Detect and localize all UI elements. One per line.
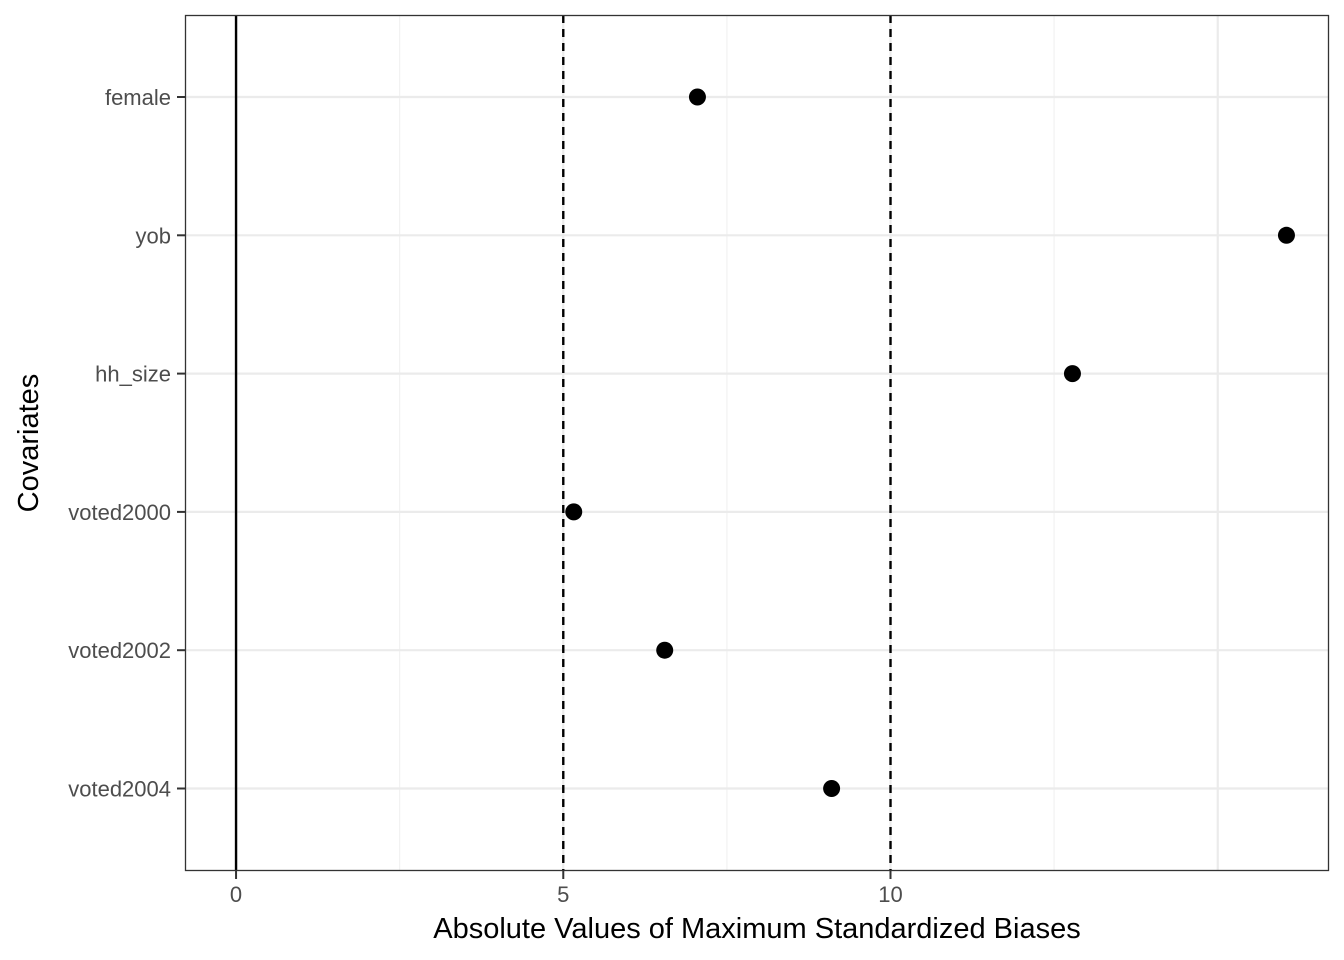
- panel-border: [184, 14, 1330, 872]
- data-points: [565, 88, 1295, 797]
- data-point: [823, 780, 841, 797]
- x-axis: 0 5 10: [230, 871, 903, 907]
- data-point: [1277, 226, 1295, 244]
- y-tick-label: hh_size: [95, 362, 171, 387]
- y-axis-title: Covariates: [13, 374, 45, 513]
- y-tick-label: yob: [136, 223, 171, 248]
- x-tick-label: 5: [557, 882, 569, 907]
- x-axis-title: Absolute Values of Maximum Standardized …: [433, 913, 1080, 945]
- y-axis: female yob hh_size voted2000 voted2002 voted2…: [68, 85, 185, 802]
- minor-gridlines: [399, 15, 1055, 871]
- reference-lines: [234, 15, 892, 871]
- data-point: [656, 641, 674, 659]
- data-point: [565, 503, 583, 521]
- x-tick-label: 10: [878, 882, 902, 907]
- data-point: [1063, 365, 1081, 383]
- y-tick-label: voted2002: [68, 638, 171, 663]
- y-tick-label: female: [105, 85, 171, 110]
- x-tick-label: 0: [230, 882, 242, 907]
- y-tick-label: voted2000: [68, 500, 171, 525]
- y-tick-label: voted2004: [68, 777, 171, 802]
- data-point: [688, 88, 706, 106]
